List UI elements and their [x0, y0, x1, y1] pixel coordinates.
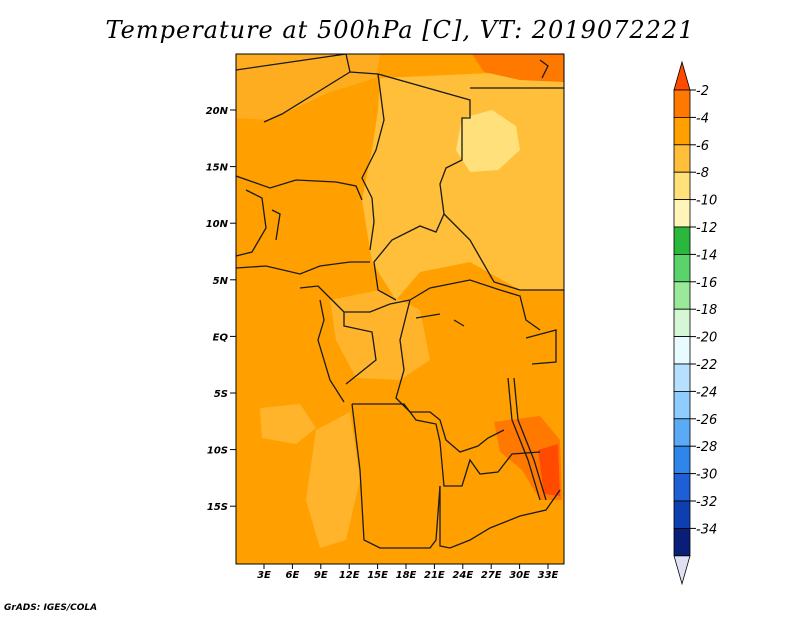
colorbar-label: -26 — [696, 413, 717, 428]
grads-credit: GrADS: IGES/COLA — [4, 603, 98, 613]
colorbar-segment — [673, 418, 691, 447]
colorbar-label: -4 — [696, 111, 709, 126]
map-title: Temperature at 500hPa [C], VT: 201907222… — [105, 16, 695, 44]
lon-tick-label: 6E — [286, 570, 300, 581]
border-12 — [395, 299, 505, 453]
lat-tick-label: 5S — [214, 389, 228, 400]
lon-tick-label: 30E — [509, 570, 530, 581]
lat-tick-label: EQ — [213, 332, 229, 343]
border-13 — [409, 279, 541, 331]
country-borders — [236, 54, 564, 549]
map-frame — [235, 53, 565, 565]
border-8 — [236, 189, 267, 257]
border-7 — [443, 213, 564, 291]
colorbar-segment — [673, 336, 691, 365]
lat-tick-label: 10S — [207, 446, 228, 457]
river-1 — [415, 313, 441, 319]
latitude-axis: 20N 15N 10N 5N EQ 5S 10S 15S — [206, 106, 236, 513]
temperature-field — [232, 54, 564, 564]
colorbar-label: -14 — [696, 248, 717, 263]
colorbar-segment — [673, 308, 691, 338]
lon-tick-label: 9E — [314, 570, 328, 581]
colorbar-segment — [673, 500, 691, 529]
colorbar-top-arrow — [673, 60, 691, 91]
border-14 — [352, 403, 541, 487]
border-11 — [343, 312, 377, 385]
colorbar-label: -28 — [696, 440, 717, 455]
border-4 — [361, 73, 385, 251]
colorbar-bottom-arrow — [673, 555, 691, 586]
colorbar-segment — [673, 171, 691, 200]
colorbar-label: -22 — [696, 358, 717, 373]
colorbar-segment — [673, 528, 691, 557]
lon-tick-label: 15E — [367, 570, 388, 581]
colorbar-label: -20 — [696, 331, 717, 346]
colorbar-segment — [673, 473, 691, 502]
colorbar-label: -32 — [696, 495, 717, 510]
lon-tick-label: 21E — [424, 570, 445, 581]
lat-tick-label: 15S — [207, 502, 228, 513]
border-2 — [345, 54, 471, 301]
border-15 — [351, 403, 441, 549]
colorbar-segment — [673, 253, 691, 283]
colorbar-label: -10 — [696, 194, 717, 209]
colorbar-label: -8 — [696, 166, 709, 181]
region-ocean-patch — [260, 404, 316, 444]
lon-tick-label: 12E — [339, 570, 360, 581]
colorbar-segment — [673, 199, 691, 228]
colorbar-label: -24 — [696, 385, 717, 400]
border-9 — [271, 209, 281, 241]
coast-2 — [317, 299, 345, 403]
colorbar-label: -30 — [696, 468, 717, 483]
border-1 — [236, 54, 347, 71]
lon-tick-label: 27E — [481, 570, 502, 581]
border-5 — [236, 175, 363, 201]
coast-3 — [539, 59, 549, 79]
lon-tick-label: 24E — [452, 570, 473, 581]
colorbar-segment — [673, 226, 691, 255]
lat-tick-label: 5N — [213, 276, 229, 287]
region-northwest — [236, 54, 380, 120]
colorbar-label: -16 — [696, 276, 717, 291]
colorbar: -2 -4 -6 -8 -10 -12 -14 -16 -18 -20 -22 -24 -26 -28 -3… — [673, 60, 717, 586]
lon-tick-label: 33E — [538, 570, 559, 581]
region-southwest — [306, 412, 360, 548]
lat-tick-label: 10N — [206, 219, 229, 230]
lon-tick-label: 3E — [257, 570, 271, 581]
region-hot-east — [538, 444, 560, 496]
colorbar-label: -2 — [696, 84, 709, 99]
lat-tick-label: 15N — [206, 163, 229, 174]
colorbar-segment — [673, 363, 691, 392]
longitude-axis: 3E 6E 9E 12E 15E 18E 21E 24E 27E 30E 33E — [257, 564, 559, 581]
colorbar-segment — [673, 144, 691, 173]
region-warm-edge — [232, 480, 236, 520]
colorbar-segment — [673, 117, 691, 146]
colorbar-label: -34 — [696, 522, 717, 537]
region-cool-patch — [456, 110, 520, 172]
border-3 — [263, 71, 351, 123]
lake-line-1 — [507, 377, 541, 501]
lat-tick-label: 20N — [206, 106, 229, 117]
colorbar-segment — [673, 281, 691, 310]
lake-line-2 — [513, 377, 547, 501]
colorbar-label: -12 — [696, 221, 717, 236]
colorbar-segment — [673, 445, 691, 475]
river-2 — [453, 319, 465, 327]
coast-1 — [236, 261, 370, 275]
border-16 — [439, 486, 561, 549]
colorbar-label: -18 — [696, 303, 717, 318]
lon-tick-label: 18E — [396, 570, 417, 581]
lake-victoria — [525, 329, 557, 365]
colorbar-segment — [673, 390, 691, 420]
colorbar-label: -6 — [696, 139, 709, 154]
colorbar-segment — [673, 89, 691, 118]
